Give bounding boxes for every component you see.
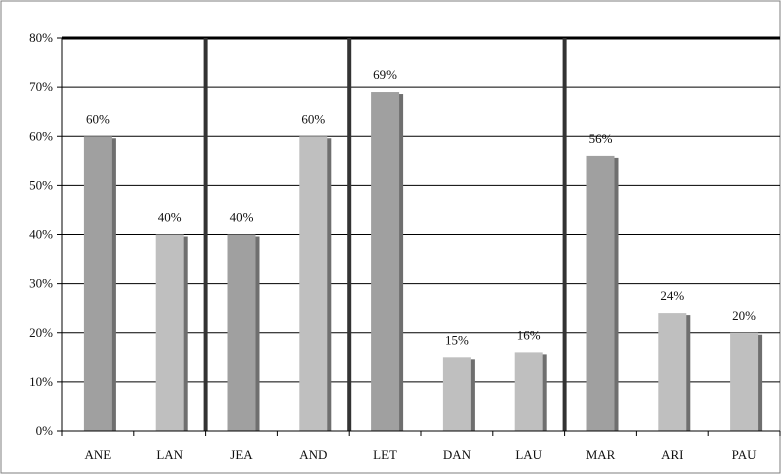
- bar-dan: [443, 357, 471, 431]
- category-label-let: LET: [373, 447, 397, 462]
- y-tick-label: 0%: [36, 423, 54, 438]
- y-tick-label: 10%: [29, 374, 53, 389]
- bar-lau: [515, 352, 543, 431]
- data-label-dan: 15%: [445, 332, 469, 347]
- category-label-ari: ARI: [661, 447, 683, 462]
- data-label-ari: 24%: [660, 288, 684, 303]
- data-label-lau: 16%: [517, 327, 541, 342]
- data-label-lan: 40%: [158, 210, 182, 225]
- bar-pau: [730, 333, 758, 431]
- category-label-jea: JEA: [230, 447, 253, 462]
- y-tick-label: 80%: [29, 30, 53, 45]
- data-label-ane: 60%: [86, 111, 110, 126]
- y-tick-label: 50%: [29, 177, 53, 192]
- bar-mar: [587, 156, 615, 431]
- y-tick-label: 70%: [29, 79, 53, 94]
- y-tick-label: 30%: [29, 276, 53, 291]
- category-label-ane: ANE: [85, 447, 112, 462]
- category-label-and: AND: [299, 447, 327, 462]
- bar-lan: [156, 235, 184, 432]
- bar-ane: [84, 136, 112, 431]
- category-label-dan: DAN: [443, 447, 472, 462]
- y-tick-label: 60%: [29, 128, 53, 143]
- bar-and: [299, 136, 327, 431]
- category-label-lau: LAU: [515, 447, 542, 462]
- data-label-jea: 40%: [230, 210, 254, 225]
- data-label-pau: 20%: [732, 308, 756, 323]
- y-tick-label: 40%: [29, 227, 53, 242]
- data-label-mar: 56%: [589, 131, 613, 146]
- category-label-pau: PAU: [732, 447, 757, 462]
- bar-ari: [658, 313, 686, 431]
- y-tick-label: 20%: [29, 325, 53, 340]
- data-label-and: 60%: [301, 111, 325, 126]
- data-label-let: 69%: [373, 67, 397, 82]
- bar-jea: [228, 235, 256, 432]
- category-label-mar: MAR: [586, 447, 616, 462]
- bar-let: [371, 92, 399, 431]
- category-label-lan: LAN: [156, 447, 183, 462]
